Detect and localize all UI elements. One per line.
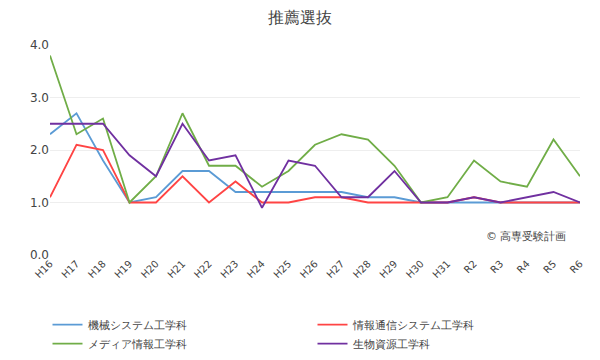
svg-text:メディア情報工学科: メディア情報工学科 (88, 338, 187, 351)
svg-text:情報通信システム工学科: 情報通信システム工学科 (352, 319, 474, 332)
svg-text:R6: R6 (568, 258, 585, 275)
svg-text:H17: H17 (59, 258, 81, 280)
svg-text:H25: H25 (271, 258, 293, 280)
svg-text:R4: R4 (515, 258, 532, 275)
svg-text:H30: H30 (404, 258, 426, 280)
svg-text:0.0: 0.0 (30, 248, 49, 262)
svg-text:H27: H27 (324, 258, 346, 280)
svg-text:H19: H19 (112, 258, 134, 280)
svg-text:2.0: 2.0 (30, 143, 49, 157)
svg-text:H18: H18 (86, 258, 108, 280)
svg-text:生物資源工学科: 生物資源工学科 (353, 338, 430, 351)
svg-text:4.0: 4.0 (30, 38, 49, 52)
svg-text:R3: R3 (488, 258, 505, 275)
svg-text:H28: H28 (351, 258, 373, 280)
svg-text:H31: H31 (430, 258, 452, 280)
svg-text:H20: H20 (139, 258, 161, 280)
svg-text:H29: H29 (377, 258, 399, 280)
svg-text:R5: R5 (541, 258, 558, 275)
svg-text:H22: H22 (192, 258, 214, 280)
svg-text:推薦選抜: 推薦選抜 (268, 8, 332, 27)
svg-text:H23: H23 (218, 258, 240, 280)
svg-text:1.0: 1.0 (30, 196, 49, 210)
svg-text:機械システム工学科: 機械システム工学科 (88, 319, 187, 332)
svg-text:H16: H16 (33, 258, 55, 280)
svg-text:3.0: 3.0 (30, 91, 49, 105)
svg-text:H21: H21 (165, 258, 187, 280)
svg-text:H26: H26 (298, 258, 320, 280)
svg-text:© 高専受験計画: © 高専受験計画 (486, 230, 567, 243)
svg-text:H24: H24 (245, 258, 267, 280)
svg-text:R2: R2 (462, 258, 479, 275)
